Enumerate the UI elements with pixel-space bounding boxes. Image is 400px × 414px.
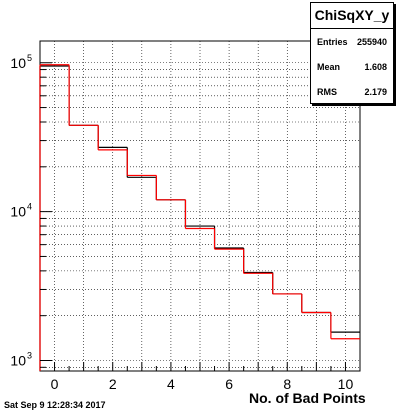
stats-box: ChiSqXY_y Entries 255940 Mean 1.608 RMS …	[310, 2, 394, 104]
x-tick-label: 6	[225, 376, 233, 392]
y-tick-label: 10	[10, 204, 26, 220]
x-tick-label: 8	[283, 376, 291, 392]
x-tick-label: 2	[109, 376, 117, 392]
stats-value: 2.179	[364, 86, 387, 97]
y-tick-exponent: 4	[27, 202, 32, 212]
stats-row-mean: Mean 1.608	[311, 54, 393, 79]
y-tick-exponent: 3	[27, 350, 32, 360]
y-tick-label: 10	[10, 352, 26, 368]
stats-value: 1.608	[364, 61, 387, 72]
histogram-series-group	[39, 64, 360, 371]
stats-value: 255940	[356, 36, 387, 47]
stats-row-entries: Entries 255940	[311, 29, 393, 54]
y-tick-label: 10	[10, 55, 26, 71]
stats-label: Mean	[317, 61, 341, 72]
stats-label: RMS	[317, 86, 337, 97]
x-tick-label: 0	[51, 376, 59, 392]
x-tick-label: 4	[167, 376, 175, 392]
x-tick-label: 10	[338, 376, 354, 392]
timestamp-footer: Sat Sep 9 12:28:34 2017	[4, 400, 106, 410]
x-axis-title: No. of Bad Points	[249, 390, 366, 406]
histogram-series	[39, 64, 360, 371]
stats-label: Entries	[317, 36, 348, 47]
y-tick-exponent: 5	[27, 53, 32, 63]
stats-title: ChiSqXY_y	[311, 3, 393, 29]
stats-row-rms: RMS 2.179	[311, 79, 393, 104]
